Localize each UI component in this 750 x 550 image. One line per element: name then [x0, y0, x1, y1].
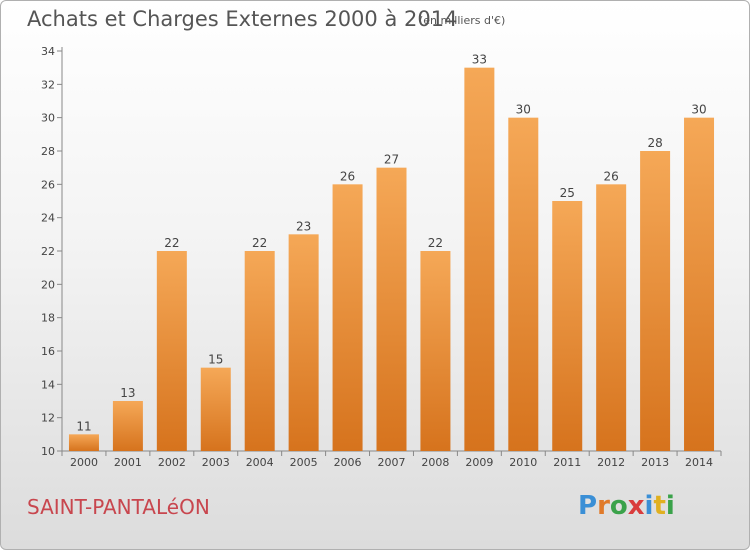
y-tick-label: 12 — [41, 412, 55, 425]
bar-value-label: 13 — [120, 386, 135, 400]
x-tick-label: 2009 — [465, 456, 493, 469]
bar-value-label: 15 — [208, 353, 223, 367]
logo-letter: x — [627, 491, 645, 521]
bar-value-label: 33 — [472, 53, 487, 67]
bar-value-label: 30 — [516, 103, 531, 117]
y-tick-label: 34 — [41, 45, 55, 58]
bar — [420, 251, 451, 451]
x-tick-label: 2007 — [378, 456, 406, 469]
bar — [68, 434, 99, 451]
bar — [552, 201, 583, 451]
x-tick-label: 2003 — [202, 456, 230, 469]
bar — [112, 401, 143, 451]
bar — [508, 117, 539, 452]
logo-letter: i — [665, 491, 675, 521]
logo-letter: r — [597, 491, 610, 521]
bar — [156, 251, 187, 451]
y-tick-label: 20 — [41, 278, 55, 291]
bar-value-label: 22 — [164, 236, 179, 250]
bar-value-label: 22 — [428, 236, 443, 250]
x-tick-label: 2002 — [158, 456, 186, 469]
x-tick-label: 2006 — [334, 456, 362, 469]
bar — [596, 184, 627, 452]
x-tick-label: 2004 — [246, 456, 274, 469]
logo-letter: o — [609, 491, 628, 521]
y-tick-label: 32 — [41, 78, 55, 91]
bar-value-label: 22 — [252, 236, 267, 250]
y-tick-label: 10 — [41, 445, 55, 458]
bar-value-label: 27 — [384, 153, 399, 167]
bar — [464, 67, 495, 452]
x-tick-label: 2013 — [641, 456, 669, 469]
y-tick-label: 18 — [41, 312, 55, 325]
town-name: SAINT-PANTALéON — [27, 495, 210, 519]
bar — [332, 184, 363, 452]
x-tick-label: 2011 — [553, 456, 581, 469]
bar — [684, 117, 715, 452]
bar — [244, 251, 275, 451]
y-tick-label: 26 — [41, 178, 55, 191]
x-tick-label: 2010 — [509, 456, 537, 469]
x-tick-label: 2012 — [597, 456, 625, 469]
logo-letter: i — [644, 491, 654, 521]
logo-letter: P — [578, 491, 598, 521]
bar-value-label: 28 — [647, 136, 662, 150]
x-tick-label: 2000 — [70, 456, 98, 469]
y-tick-label: 28 — [41, 145, 55, 158]
chart-title: Achats et Charges Externes 2000 à 2014 — [27, 7, 458, 31]
y-tick-label: 16 — [41, 345, 55, 358]
bar — [200, 367, 231, 451]
bar — [640, 151, 671, 451]
y-tick-label: 22 — [41, 245, 55, 258]
bar-value-label: 30 — [691, 103, 706, 117]
x-tick-label: 2008 — [421, 456, 449, 469]
y-tick-label: 30 — [41, 112, 55, 125]
bar-value-label: 23 — [296, 219, 311, 233]
y-tick-label: 14 — [41, 378, 55, 391]
chart-subtitle: (en milliers d'€) — [419, 14, 506, 27]
bar — [376, 167, 407, 451]
y-tick-label: 24 — [41, 212, 55, 225]
x-tick-label: 2014 — [685, 456, 713, 469]
logo-letter: t — [653, 491, 666, 521]
bar-value-label: 26 — [340, 169, 355, 183]
bar-value-label: 26 — [604, 169, 619, 183]
bar-value-label: 11 — [76, 419, 91, 433]
x-tick-label: 2005 — [290, 456, 318, 469]
x-tick-label: 2001 — [114, 456, 142, 469]
bar-value-label: 25 — [560, 186, 575, 200]
proxiti-logo[interactable]: Proxiti — [578, 491, 675, 521]
bar — [288, 234, 319, 451]
